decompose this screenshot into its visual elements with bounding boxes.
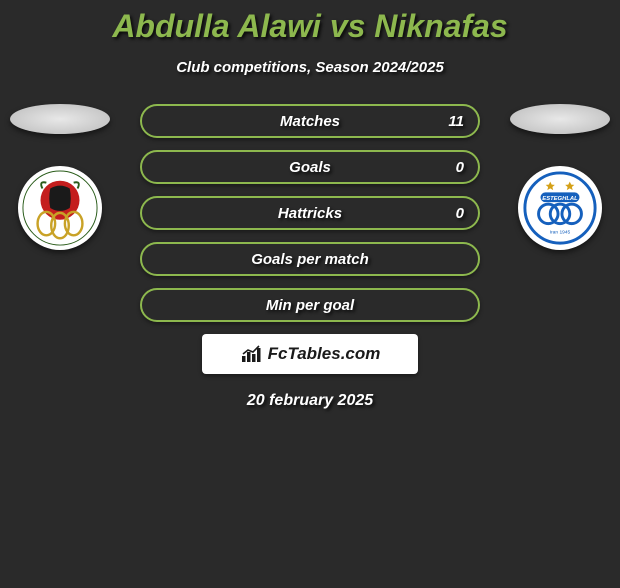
svg-text:ESTEGHLAL: ESTEGHLAL [542,196,578,202]
date-text: 20 february 2025 [0,392,620,410]
player-left-silhouette [10,104,110,134]
stat-label: Goals per match [251,251,369,268]
svg-text:Iran 1945: Iran 1945 [550,229,571,235]
stat-row-goals: Goals 0 [140,150,480,184]
stat-label: Min per goal [266,297,354,314]
comparison-content: ESTEGHLAL Iran 1945 Matches 11 Goals 0 H… [0,104,620,410]
stat-row-hattricks: Hattricks 0 [140,196,480,230]
stat-label: Goals [289,159,331,176]
esteghlal-badge-icon: ESTEGHLAL Iran 1945 [521,169,599,247]
player-left-column [10,104,110,250]
player-right-silhouette [510,104,610,134]
brand-box: FcTables.com [202,334,418,374]
stats-list: Matches 11 Goals 0 Hattricks 0 Goals per… [140,104,480,322]
al-rayyan-badge [18,166,102,250]
chart-icon [240,344,264,364]
stat-row-goals-per-match: Goals per match [140,242,480,276]
al-rayyan-badge-icon [21,169,99,247]
player-right-column: ESTEGHLAL Iran 1945 [510,104,610,250]
stat-label: Matches [280,113,340,130]
esteghlal-badge: ESTEGHLAL Iran 1945 [518,166,602,250]
page-title: Abdulla Alawi vs Niknafas [0,8,620,45]
stat-value-right: 11 [448,113,464,130]
stat-row-matches: Matches 11 [140,104,480,138]
brand-text: FcTables.com [268,344,381,364]
stat-label: Hattricks [278,205,342,222]
stat-row-min-per-goal: Min per goal [140,288,480,322]
stat-value-right: 0 [456,205,464,222]
stat-value-right: 0 [456,159,464,176]
season-subtitle: Club competitions, Season 2024/2025 [0,59,620,76]
